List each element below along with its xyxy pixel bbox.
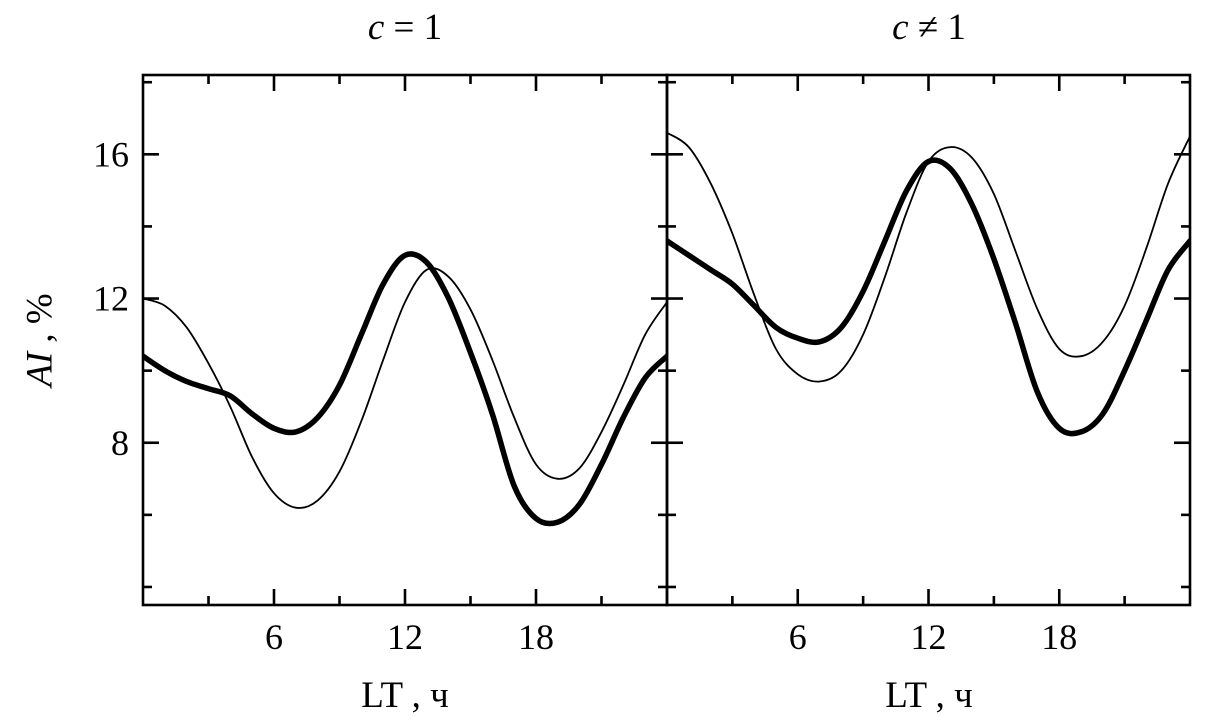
panel-title-variable: c <box>367 7 385 48</box>
x-tick-label: 18 <box>518 617 554 657</box>
x-tick-label: 6 <box>265 617 283 657</box>
panel-title-rest: = 1 <box>384 7 443 48</box>
x-tick-label: 6 <box>789 617 807 657</box>
panel-c-neq-1: 6 12 18 <box>665 73 1192 657</box>
x-axis-label-right: LT , ч <box>885 675 973 716</box>
thin-curve <box>143 267 667 509</box>
y-tick-label: 8 <box>111 423 129 463</box>
ticks <box>667 75 1190 605</box>
y-axis-label-rest: , % <box>19 293 61 352</box>
panel-title-variable: c <box>892 7 909 48</box>
y-tick-label: 12 <box>93 279 129 319</box>
curves <box>143 251 667 527</box>
panel-title-c-neq-1: c ≠ 1 <box>892 6 966 49</box>
thick-curve <box>667 157 1190 437</box>
y-axis-label: AI , % <box>19 293 62 387</box>
x-axis-label-left: LT , ч <box>361 675 449 716</box>
y-tick-label: 16 <box>93 134 129 174</box>
y-axis-label-variable: AI <box>19 351 61 387</box>
x-tick-label: 12 <box>911 617 947 657</box>
ticks <box>143 75 667 605</box>
x-tick-label: 12 <box>387 617 423 657</box>
panel-title-rest: ≠ 1 <box>908 7 966 48</box>
x-tick-label: 18 <box>1041 617 1077 657</box>
panel-title-c-eq-1: c = 1 <box>368 6 442 49</box>
thick-curve <box>143 251 667 527</box>
curves <box>667 131 1190 437</box>
